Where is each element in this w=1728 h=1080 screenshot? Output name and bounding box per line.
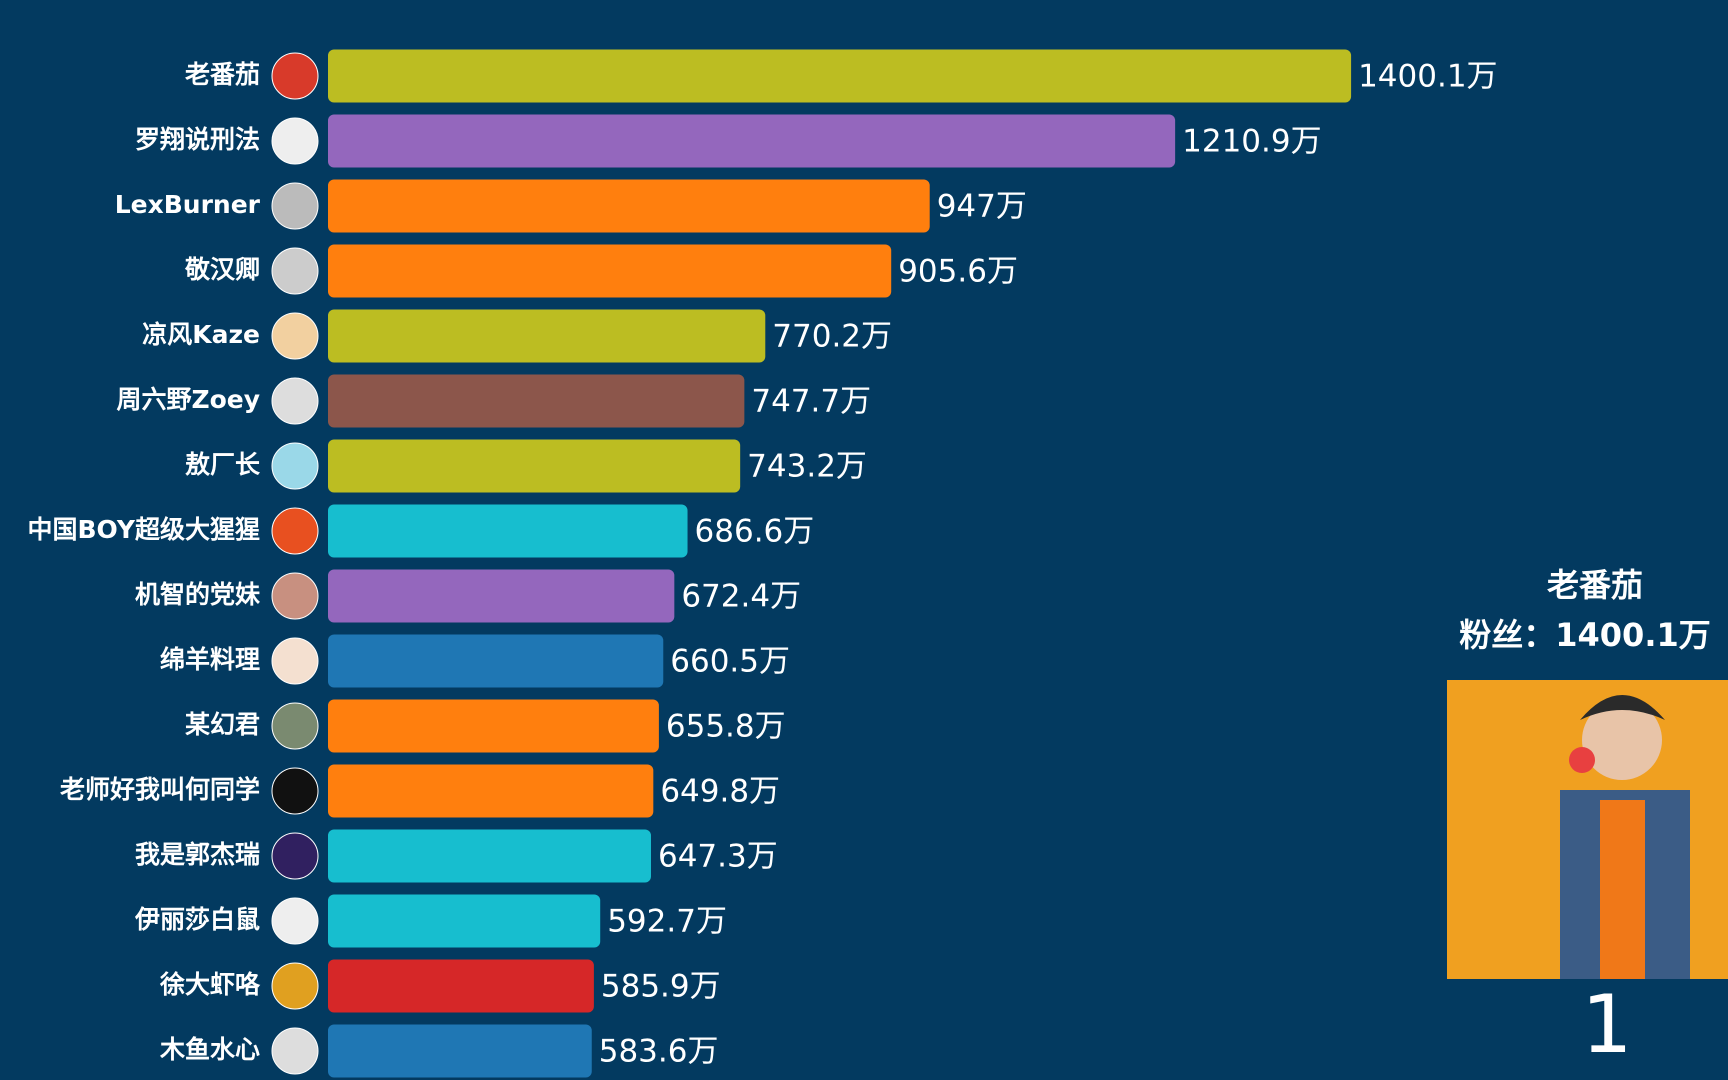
highlight-name: 老番茄 (1547, 566, 1643, 604)
value-label: 770.2万 (772, 319, 892, 355)
value-label: 660.5万 (670, 644, 790, 680)
bar (328, 309, 766, 363)
value-label: 1400.1万 (1358, 59, 1497, 95)
avatar (271, 182, 319, 230)
value-label: 647.3万 (658, 839, 778, 875)
avatar (271, 442, 319, 490)
bar (328, 829, 651, 883)
bar (328, 1024, 592, 1078)
avatar (271, 767, 319, 815)
value-label: 905.6万 (898, 254, 1018, 290)
bar (328, 699, 659, 753)
bar (328, 179, 930, 233)
category-label: 某幻君 (185, 710, 260, 739)
bar (328, 244, 892, 298)
value-label: 649.8万 (660, 774, 780, 810)
avatar (271, 52, 319, 100)
value-label: 655.8万 (666, 709, 786, 745)
value-label: 1210.9万 (1182, 124, 1321, 160)
avatar (271, 117, 319, 165)
category-label: 凉风Kaze (142, 320, 260, 349)
category-label: 伊丽莎白鼠 (134, 905, 260, 934)
avatar (271, 312, 319, 360)
category-label: 机智的党妹 (135, 580, 260, 609)
avatar (271, 702, 319, 750)
bar (328, 439, 741, 493)
bar (328, 49, 1352, 103)
bar (328, 114, 1176, 168)
category-label: 绵羊料理 (160, 645, 260, 674)
avatar (271, 377, 319, 425)
category-label: 周六野Zoey (116, 385, 260, 414)
category-label: 中国BOY超级大猩猩 (27, 515, 260, 544)
bar (328, 634, 664, 688)
avatar (271, 637, 319, 685)
avatar (271, 832, 319, 880)
value-label: 747.7万 (751, 384, 871, 420)
value-label: 947万 (937, 189, 1027, 225)
value-label: 743.2万 (747, 449, 867, 485)
bar (328, 374, 745, 428)
bar (328, 764, 654, 818)
avatar (271, 897, 319, 945)
bar (328, 959, 594, 1013)
category-label: 木鱼水心 (159, 1035, 260, 1064)
avatar (271, 962, 319, 1010)
value-label: 583.6万 (599, 1034, 719, 1070)
photo (1447, 680, 1728, 979)
avatar (271, 1027, 319, 1075)
value-label: 585.9万 (601, 969, 721, 1005)
category-label: 老师好我叫何同学 (60, 775, 260, 804)
category-label: 敖厂长 (185, 450, 261, 479)
category-label: 罗翔说刑法 (135, 125, 260, 154)
bar (328, 894, 601, 948)
value-label: 592.7万 (607, 904, 727, 940)
bar (328, 569, 675, 623)
category-label: LexBurner (115, 190, 261, 219)
category-label: 敬汉卿 (184, 255, 260, 284)
value-label: 672.4万 (681, 579, 801, 615)
highlight-label: 粉丝：1400.1万 (1459, 616, 1711, 654)
rank: 1 (1582, 978, 1633, 1071)
value-label: 686.6万 (695, 514, 815, 550)
category-label: 老番茄 (185, 60, 260, 89)
category-label: 我是郭杰瑞 (135, 840, 260, 869)
avatar (271, 507, 319, 555)
avatar (271, 572, 319, 620)
bar (328, 504, 688, 558)
avatar (271, 247, 319, 295)
category-label: 徐大虾咯 (159, 970, 261, 999)
